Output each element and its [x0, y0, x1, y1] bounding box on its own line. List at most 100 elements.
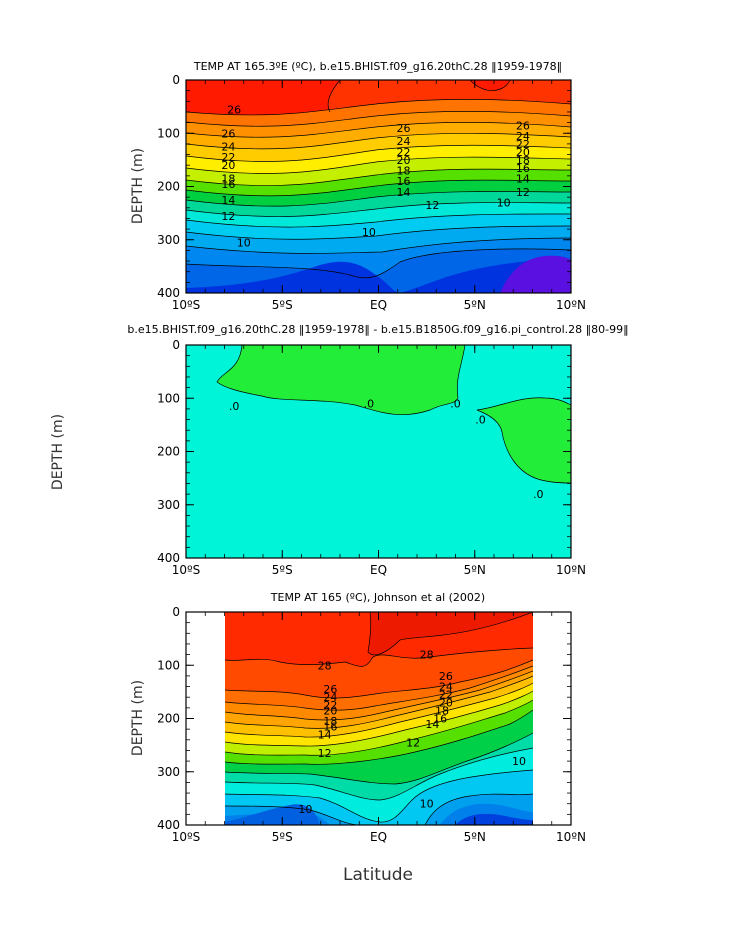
- contour-label: 10: [237, 236, 251, 249]
- contour-label: 28: [420, 649, 434, 662]
- contour-label: 16: [433, 713, 447, 726]
- x-tick-label: EQ: [370, 563, 387, 577]
- x-tick-label: 5ºN: [464, 830, 486, 844]
- contour-label: 24: [439, 681, 453, 694]
- contour-label: 26: [397, 122, 411, 135]
- contour-label: 16: [323, 720, 337, 733]
- contour-label: 20: [221, 159, 235, 172]
- contour-label: 18: [323, 715, 337, 728]
- y-tick-label: 200: [157, 180, 180, 194]
- x-tick-label: 10ºN: [556, 298, 586, 312]
- panel-2-y-axis-label: DEPTH (m): [50, 414, 66, 490]
- x-axis-label: Latitude: [343, 865, 413, 885]
- contour-label: .0: [450, 398, 461, 411]
- contour-label: 20: [323, 705, 337, 718]
- y-tick-label: 200: [157, 445, 180, 459]
- panel-3-y-axis-label: DEPTH (m): [130, 680, 146, 756]
- contour-label: 22: [439, 689, 453, 702]
- contour-label: 18: [221, 173, 235, 186]
- x-tick-label: 10ºS: [172, 830, 201, 844]
- x-tick-label: 5ºS: [272, 298, 293, 312]
- contour-label: 20: [439, 697, 453, 710]
- contour-label: 26: [221, 127, 235, 140]
- panel-3-contour-labels: 2828262422201816141226242220181614121010…: [298, 649, 526, 816]
- contour-label: 12: [221, 210, 235, 223]
- y-tick-label: 100: [157, 391, 180, 405]
- contour-label: 26: [516, 119, 530, 132]
- y-tick-label: 300: [157, 233, 180, 247]
- panel-2-title: b.e15.BHIST.f09_g16.20thC.28 ‖1959-1978‖…: [127, 323, 628, 336]
- panel-2-filled-contours: [186, 345, 571, 558]
- contour-label: 22: [397, 146, 411, 159]
- contour-label: 18: [435, 705, 449, 718]
- contour-label: 28: [318, 659, 332, 672]
- contour-label: 16: [397, 175, 411, 188]
- contour-label: .0: [229, 400, 240, 413]
- y-tick-label: 400: [157, 818, 180, 832]
- contour-label: 18: [397, 165, 411, 178]
- x-tick-label: 10ºN: [556, 563, 586, 577]
- y-tick-label: 300: [157, 498, 180, 512]
- panel-2-temperature-difference: b.e15.BHIST.f09_g16.20thC.28 ‖1959-1978‖…: [50, 323, 629, 577]
- contour-label: 10: [298, 803, 312, 816]
- panel-1-contour-labels: 2626242220181614121026242220181614121026…: [221, 103, 530, 249]
- contour-label: 22: [323, 699, 337, 712]
- contour-label: 26: [323, 683, 337, 696]
- contour-label: 14: [221, 194, 235, 207]
- contour-label: 22: [221, 151, 235, 164]
- x-tick-label: EQ: [370, 830, 387, 844]
- contour-label: 14: [425, 718, 439, 731]
- contour-label: 22: [516, 138, 530, 151]
- y-tick-label: 0: [172, 605, 180, 619]
- x-tick-label: 5ºN: [464, 298, 486, 312]
- panel-3-filled-contours: [225, 612, 533, 825]
- x-tick-label: 5ºS: [272, 830, 293, 844]
- contour-label: .0: [364, 398, 375, 411]
- contour-label: 10: [420, 798, 434, 811]
- y-tick-label: 0: [172, 338, 180, 352]
- contour-label: 12: [516, 186, 530, 199]
- contour-label: .0: [475, 414, 486, 427]
- contour-label: 20: [516, 146, 530, 159]
- contour-label: 14: [318, 728, 332, 741]
- y-tick-label: 400: [157, 551, 180, 565]
- contour-label: 24: [323, 691, 337, 704]
- contour-label: 10: [512, 755, 526, 768]
- contour-label: .0: [533, 488, 544, 501]
- panel-1-ticks: 10ºS 5ºS EQ 5ºN 10ºN 0 100 200 300 400: [157, 73, 586, 312]
- panel-2-contour-labels: .0 .0 .0 .0 .0: [229, 398, 544, 502]
- panel-1-title: TEMP AT 165.3ºE (ºC), b.e15.BHIST.f09_g1…: [193, 60, 562, 73]
- panel-1-filled-contours: [186, 80, 571, 293]
- x-tick-label: 5ºS: [272, 563, 293, 577]
- x-tick-label: 10ºS: [172, 563, 201, 577]
- contour-label: 10: [362, 226, 376, 239]
- contour-label: 26: [439, 670, 453, 683]
- x-tick-label: 5ºN: [464, 563, 486, 577]
- contour-label: 10: [497, 196, 511, 209]
- contour-label: 12: [318, 747, 332, 760]
- contour-label: 20: [397, 154, 411, 167]
- contour-label: 24: [397, 135, 411, 148]
- contour-label: 26: [227, 103, 241, 116]
- contour-label: 16: [221, 178, 235, 191]
- x-tick-label: 10ºS: [172, 298, 201, 312]
- contour-label: 12: [406, 736, 420, 749]
- y-tick-label: 0: [172, 73, 180, 87]
- panel-3-observed-temperature: TEMP AT 165 (ºC), Johnson et al (2002) D…: [130, 591, 586, 885]
- contour-label: 16: [516, 162, 530, 175]
- x-tick-label: EQ: [370, 298, 387, 312]
- y-tick-label: 200: [157, 712, 180, 726]
- panel-2-ticks: 10ºS 5ºS EQ 5ºN 10ºN 0 100 200 300 400: [157, 338, 586, 577]
- contour-label: 14: [516, 173, 530, 186]
- contour-label: 14: [397, 186, 411, 199]
- x-tick-label: 10ºN: [556, 830, 586, 844]
- y-tick-label: 300: [157, 765, 180, 779]
- contour-label: 18: [516, 154, 530, 167]
- panel-3-title: TEMP AT 165 (ºC), Johnson et al (2002): [270, 591, 485, 604]
- panel-1-y-axis-label: DEPTH (m): [130, 148, 146, 224]
- contour-label: 12: [425, 199, 439, 212]
- panel-3-ticks: 10ºS 5ºS EQ 5ºN 10ºN 0 100 200 300 400: [157, 605, 586, 844]
- contour-label: 24: [221, 141, 235, 154]
- panel-1-model-temperature: TEMP AT 165.3ºE (ºC), b.e15.BHIST.f09_g1…: [130, 60, 586, 312]
